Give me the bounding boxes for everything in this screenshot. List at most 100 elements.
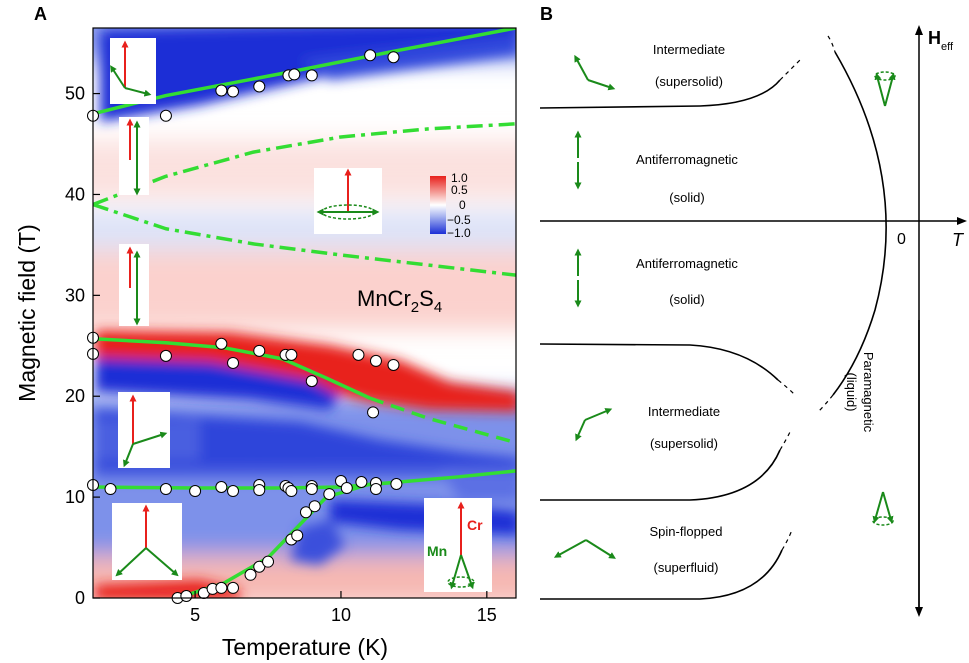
phase-state: (solid) <box>669 292 704 307</box>
data-point <box>253 344 266 357</box>
origin-label: 0 <box>897 231 906 248</box>
data-point <box>244 568 257 581</box>
colorbar-tick: 1.0 <box>451 171 468 185</box>
data-point <box>253 560 266 573</box>
phase-name: Intermediate <box>648 404 720 419</box>
axes: 5 10 15 0 10 20 30 40 50 <box>65 84 497 625</box>
data-point <box>340 482 353 495</box>
x-tick-label: 15 <box>477 605 497 625</box>
data-point <box>159 349 172 362</box>
data-point <box>227 581 240 594</box>
data-point <box>215 481 228 494</box>
data-point <box>262 555 275 568</box>
boundary-line <box>93 336 371 400</box>
y-tick-label: 0 <box>75 588 85 608</box>
spin-inset-afm-lower <box>119 244 149 326</box>
data-point <box>227 356 240 369</box>
data-point <box>285 348 298 361</box>
colorbar-tick: −1.0 <box>447 226 471 240</box>
boundary-line <box>93 122 516 207</box>
t-axis-label: T <box>952 230 965 250</box>
data-point <box>215 84 228 97</box>
phase-state: (supersolid) <box>650 436 718 451</box>
data-point <box>367 406 380 419</box>
data-point <box>227 485 240 498</box>
data-point <box>369 483 382 496</box>
spin-inset-spin-flop <box>112 503 182 580</box>
data-point <box>253 80 266 93</box>
x-axis-title: Temperature (K) <box>222 634 388 660</box>
spin-inset-top <box>110 38 156 104</box>
data-point <box>352 348 365 361</box>
spin-icon-intermediate-top <box>574 54 616 91</box>
y-tick-label: 20 <box>65 386 85 406</box>
colorbar-tick: 0 <box>459 198 466 212</box>
data-point <box>390 478 403 490</box>
data-point <box>288 68 301 81</box>
data-point <box>299 506 312 519</box>
data-point <box>387 358 400 371</box>
data-point <box>215 337 228 350</box>
phase-boundaries <box>539 35 887 600</box>
y-tick-label: 50 <box>65 84 85 104</box>
data-point <box>305 483 318 496</box>
data-point <box>253 484 266 497</box>
panel-a-label: A <box>34 4 47 24</box>
axes-b: Heff T 0 <box>540 25 967 617</box>
data-point <box>215 581 228 594</box>
mn-label: Mn <box>427 543 447 559</box>
data-point <box>291 529 304 542</box>
data-point <box>308 500 321 513</box>
data-point <box>285 485 298 498</box>
phase-name: Spin-flopped <box>650 524 723 539</box>
spin-icon-intermediate-bottom <box>575 408 613 442</box>
phase-name: Intermediate <box>653 42 725 57</box>
data-point <box>227 85 240 98</box>
data-point <box>159 483 172 496</box>
y-tick-label: 30 <box>65 285 85 305</box>
data-point <box>305 375 318 388</box>
spin-inset-labeled: Cr Mn <box>424 498 492 592</box>
boundary-line <box>93 202 516 277</box>
data-point <box>387 51 400 64</box>
y-tick-label: 40 <box>65 184 85 204</box>
spin-icon-cone-top <box>874 71 896 107</box>
data-point <box>364 49 377 62</box>
data-point <box>323 488 336 501</box>
phase-state: (supersolid) <box>655 74 723 89</box>
data-point <box>369 354 382 367</box>
heatmap <box>93 28 516 598</box>
data-point <box>159 109 172 122</box>
data-point <box>104 483 117 496</box>
panel-b-label: B <box>540 4 553 24</box>
spin-inset-afm-upper <box>119 117 149 196</box>
phase-name: Antiferromagnetic <box>636 256 738 271</box>
phase-name: Antiferromagnetic <box>636 152 738 167</box>
phase-state: (superfluid) <box>653 560 718 575</box>
phase-name: Paramagnetic <box>861 352 876 433</box>
spin-inset-cone <box>314 168 382 234</box>
y-tick-label: 10 <box>65 487 85 507</box>
data-points <box>87 49 403 604</box>
data-point <box>305 69 318 82</box>
compound-label: MnCr2S4 <box>357 286 442 316</box>
y-axis-title: Magnetic field (T) <box>14 224 40 402</box>
colorbar-tick: 0.5 <box>451 183 468 197</box>
data-point <box>355 475 368 488</box>
spin-inset-intermediate <box>118 392 170 468</box>
x-tick-label: 5 <box>190 605 200 625</box>
spin-icon-cone-bottom <box>872 491 894 526</box>
data-point <box>180 589 193 602</box>
cr-label: Cr <box>467 517 483 533</box>
colorbar-tick: −0.5 <box>447 213 471 227</box>
colorbar: 1.0 0.5 0 −0.5 −1.0 <box>430 171 471 240</box>
boundary-line <box>369 396 516 445</box>
x-tick-label: 10 <box>331 605 351 625</box>
phase-state: (liquid) <box>844 372 859 411</box>
phase-state: (solid) <box>669 190 704 205</box>
paramagnetic-label: Paramagnetic (liquid) <box>844 352 876 433</box>
spin-icon-spin-flop <box>553 539 616 559</box>
heff-label: Heff <box>928 28 954 53</box>
data-point <box>189 485 202 498</box>
